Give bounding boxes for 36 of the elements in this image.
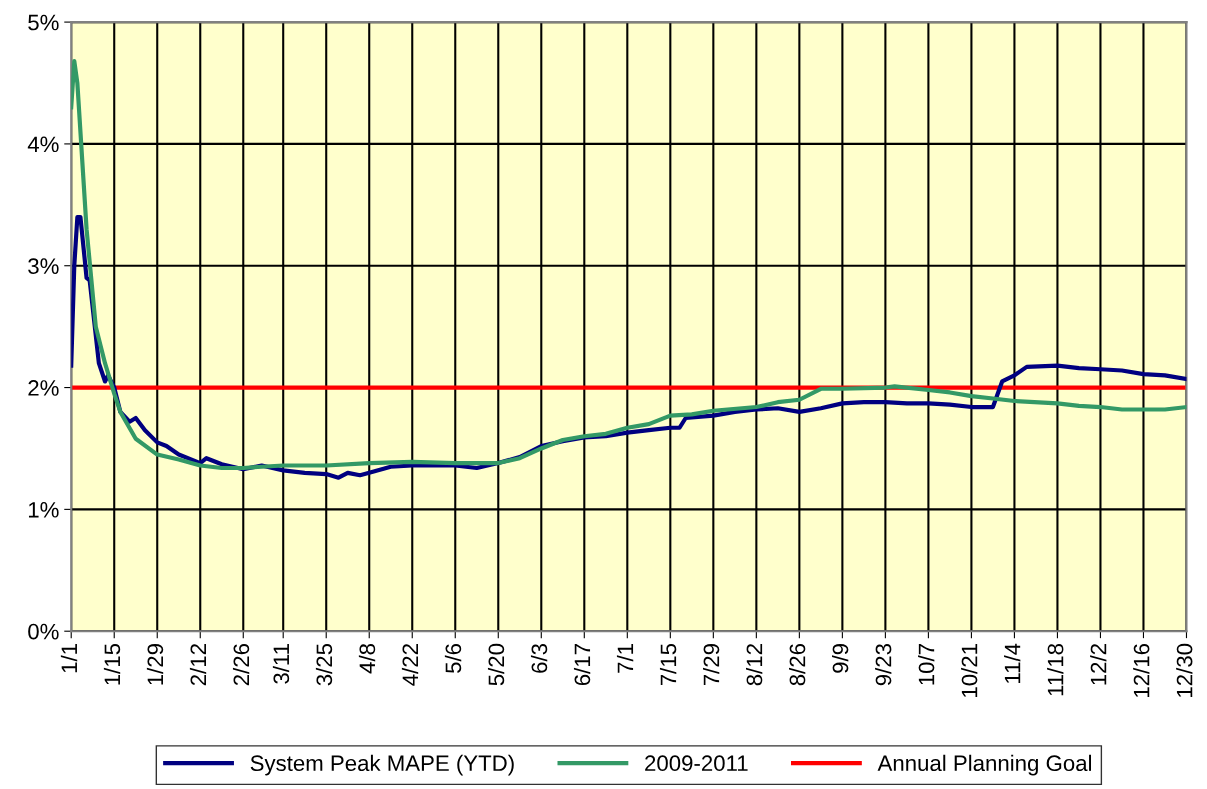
x-tick-label: 5/20: [487, 643, 505, 686]
x-tick-label: 1/15: [103, 643, 121, 685]
x-tick-label: 8/26: [789, 643, 806, 686]
x-tick-label: 11/4: [1004, 643, 1021, 683]
x-tick-label: 6/3: [530, 643, 548, 673]
x-tick-label: 7/15: [659, 643, 677, 686]
x-tick-label: 3/11: [272, 644, 290, 684]
x-tick-label: 2/12: [189, 644, 207, 686]
legend-label: 2009-2011: [645, 755, 748, 772]
x-tick-label: 8/12: [745, 644, 763, 686]
x-tick-label: 1/1: [60, 644, 78, 673]
y-tick-label: 5%: [28, 14, 59, 31]
x-tick-label: 9/9: [832, 644, 849, 673]
x-tick-label: 9/23: [875, 643, 892, 686]
y-tick-label: 1%: [28, 502, 59, 518]
x-tick-label: 3/25: [315, 643, 333, 686]
y-tick-label: 4%: [27, 136, 59, 153]
x-tick-label: 11/18: [1047, 643, 1064, 696]
x-tick-label: 4/8: [358, 643, 376, 674]
legend-label: Annual Planning Goal: [877, 754, 1092, 776]
x-tick-label: 12/2: [1090, 644, 1107, 685]
x-tick-label: 5/6: [444, 643, 462, 674]
y-tick-label: 3%: [28, 258, 59, 275]
x-tick-label: 12/30: [1176, 643, 1193, 697]
x-tick-label: 10/21: [961, 644, 978, 697]
x-tick-label: 7/29: [702, 644, 720, 686]
y-tick-label: 0%: [28, 623, 59, 640]
x-tick-label: 4/22: [401, 644, 419, 686]
legend-label: System Peak MAPE (YTD): [250, 754, 514, 776]
x-tick-label: 1/29: [146, 644, 164, 685]
x-tick-label: 10/7: [918, 644, 935, 685]
x-tick-label: 2/26: [232, 643, 250, 686]
x-tick-label: 6/17: [573, 644, 591, 686]
x-tick-label: 12/16: [1133, 643, 1150, 697]
x-tick-label: 7/1: [616, 644, 634, 673]
y-tick-label: 2%: [28, 380, 59, 396]
